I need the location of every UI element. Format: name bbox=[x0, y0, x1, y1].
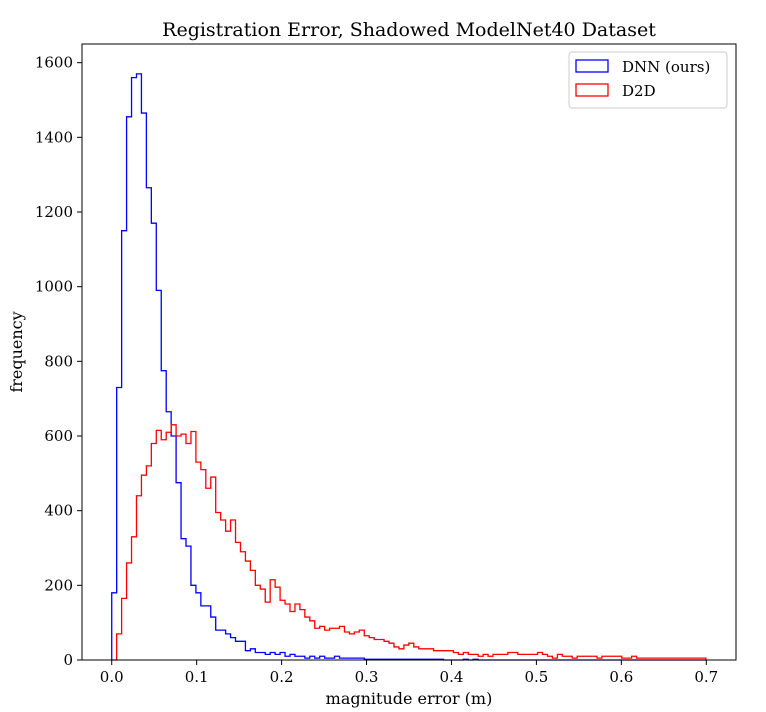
y-tick-label: 600 bbox=[44, 427, 73, 445]
x-axis: 0.0 0.1 0.2 0.3 0.4 0.5 0.6 0.7 bbox=[100, 660, 718, 686]
x-tick-label: 0.6 bbox=[609, 668, 633, 686]
y-tick-label: 1400 bbox=[35, 128, 73, 146]
y-tick-label: 1000 bbox=[35, 278, 73, 296]
series-1-outline bbox=[111, 73, 706, 661]
legend-swatch bbox=[575, 83, 609, 97]
legend-label: DNN (ours) bbox=[622, 58, 710, 76]
plot-frame bbox=[81, 43, 737, 661]
plot-area bbox=[111, 73, 707, 661]
x-tick-label: 0.7 bbox=[694, 668, 718, 686]
y-axis: 0 200 400 600 800 1000 1200 1400 1600 bbox=[35, 54, 82, 669]
x-tick-label: 0.4 bbox=[440, 668, 464, 686]
legend-swatch bbox=[575, 59, 609, 73]
x-tick-label: 0.2 bbox=[270, 668, 294, 686]
x-tick-label: 0.3 bbox=[355, 668, 379, 686]
y-tick-label: 1600 bbox=[35, 54, 73, 72]
x-tick-label: 0.0 bbox=[100, 668, 124, 686]
legend: DNN (ours) D2D bbox=[568, 51, 728, 109]
y-axis-label: frequency bbox=[7, 311, 26, 392]
y-tick-label: 800 bbox=[44, 352, 73, 370]
series-2-outline bbox=[111, 424, 707, 661]
x-tick-label: 0.1 bbox=[185, 668, 209, 686]
legend-label: D2D bbox=[622, 82, 656, 100]
x-tick-label: 0.5 bbox=[524, 668, 548, 686]
x-axis-label: magnitude error (m) bbox=[326, 689, 493, 708]
y-tick-label: 0 bbox=[63, 651, 73, 669]
y-tick-label: 400 bbox=[44, 502, 73, 520]
y-tick-label: 1200 bbox=[35, 203, 73, 221]
chart-title: Registration Error, Shadowed ModelNet40 … bbox=[162, 19, 656, 41]
y-tick-label: 200 bbox=[44, 576, 73, 594]
